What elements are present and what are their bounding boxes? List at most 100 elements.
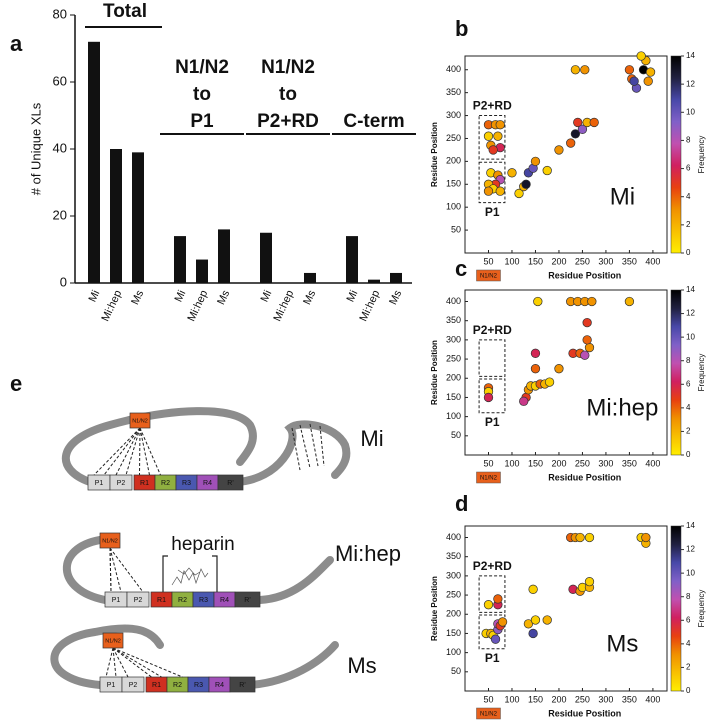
- domain-label: R': [244, 597, 250, 604]
- n-term-label: N1/N2: [105, 638, 121, 644]
- heparin-scribble: [171, 567, 209, 586]
- y-tick-label: 150: [446, 392, 461, 402]
- n-term-box: [476, 471, 501, 484]
- colorbar-tick-label: 2: [686, 427, 691, 436]
- construct-label: Mi:hep: [586, 394, 658, 421]
- colorbar-label: Frequency: [697, 590, 706, 628]
- y-tick-label: 0: [60, 274, 67, 289]
- point: [580, 65, 590, 75]
- x-tick-label: 300: [598, 458, 613, 468]
- x-tick-label: 350: [622, 256, 637, 266]
- crosslink: [115, 427, 141, 476]
- crosslink: [139, 427, 161, 476]
- colorbar-tick-label: 6: [686, 615, 691, 624]
- group-label: Total: [103, 1, 147, 22]
- heparin-icon: [162, 555, 218, 598]
- region-label: P2+RD: [473, 323, 512, 337]
- bar: [132, 152, 144, 283]
- y-tick-label: 60: [53, 73, 67, 88]
- domain: [217, 474, 244, 491]
- y-tick-label: 100: [446, 411, 461, 421]
- point: [528, 628, 538, 639]
- point: [523, 619, 534, 629]
- colorbar-tick-label: 12: [686, 545, 695, 554]
- y-tick-label: 50: [451, 666, 461, 676]
- y-tick-label: 250: [446, 353, 461, 363]
- point: [488, 145, 498, 155]
- domain: [109, 474, 133, 491]
- panel-label: d: [455, 491, 468, 516]
- bar: [390, 272, 402, 283]
- colorbar-tick-label: 4: [686, 403, 691, 412]
- construct-label: Ms: [606, 630, 638, 657]
- region-box: [478, 614, 506, 650]
- colorbar-tick-label: 12: [686, 79, 695, 88]
- point: [493, 131, 503, 141]
- y-axis-label: Residue Position: [430, 576, 439, 641]
- point: [624, 296, 635, 307]
- colorbar-tick-label: 12: [686, 309, 695, 318]
- n-term-label: N1/N2: [132, 418, 148, 424]
- panel-label: e: [10, 371, 22, 396]
- point: [636, 51, 646, 61]
- y-tick-label: 80: [53, 6, 67, 21]
- n-term-box: [476, 707, 501, 720]
- colorbar: [670, 55, 682, 254]
- n-term-box: [102, 632, 124, 649]
- construct-label: Mi:hep: [335, 541, 401, 566]
- construct-label: Mi: [360, 426, 383, 451]
- domain: [229, 676, 256, 693]
- x-tick-label: 200: [551, 256, 566, 266]
- x-tick-label: Mi: [345, 288, 361, 304]
- point: [570, 65, 581, 75]
- domain: [234, 591, 261, 608]
- domain-label: R': [227, 480, 233, 487]
- point: [483, 600, 494, 610]
- x-tick-label: 250: [575, 694, 590, 704]
- bar: [368, 279, 380, 283]
- point: [582, 317, 592, 328]
- crosslink: [112, 647, 162, 678]
- point: [493, 594, 503, 604]
- domain-label: P2: [129, 682, 138, 689]
- crosslink: [291, 427, 301, 471]
- bar: [218, 229, 230, 283]
- point: [483, 186, 494, 196]
- domain-label: R4: [203, 480, 212, 487]
- x-tick-label: 350: [622, 458, 637, 468]
- point: [584, 576, 595, 587]
- domain-label: R1: [140, 480, 149, 487]
- region-label: P2+RD: [473, 99, 512, 113]
- crosslink: [309, 423, 319, 467]
- y-tick-label: 100: [446, 647, 461, 657]
- x-tick-label: 350: [622, 694, 637, 704]
- bar: [260, 232, 272, 283]
- x-axis-label: Residue Position: [548, 472, 621, 482]
- backbone: [61, 407, 257, 486]
- colorbar-tick-label: 8: [686, 592, 691, 601]
- point: [554, 145, 564, 155]
- colorbar-tick-label: 10: [686, 332, 695, 341]
- point: [483, 392, 494, 403]
- y-tick-label: 150: [446, 179, 461, 189]
- n-term-label: N1/N2: [480, 712, 498, 718]
- x-tick-label: 400: [645, 694, 660, 704]
- bar: [196, 259, 208, 283]
- domain-label: P1: [107, 682, 116, 689]
- x-tick-label: 100: [504, 694, 519, 704]
- point: [507, 168, 517, 178]
- colorbar-label: Frequency: [697, 136, 706, 174]
- crosslink: [109, 547, 144, 593]
- x-tick-label: Mi:hep: [100, 288, 125, 323]
- y-axis-label: Residue Position: [430, 122, 439, 187]
- domain-label: R3: [199, 597, 208, 604]
- backbone: [246, 641, 339, 689]
- group-label: N1/N2: [261, 57, 315, 78]
- x-tick-label: Mi: [173, 288, 189, 304]
- point: [589, 117, 599, 128]
- crosslink: [112, 647, 183, 678]
- y-tick-label: 150: [446, 628, 461, 638]
- point: [643, 76, 653, 86]
- domain-label: R2: [178, 597, 187, 604]
- domain-label: R1: [157, 597, 166, 604]
